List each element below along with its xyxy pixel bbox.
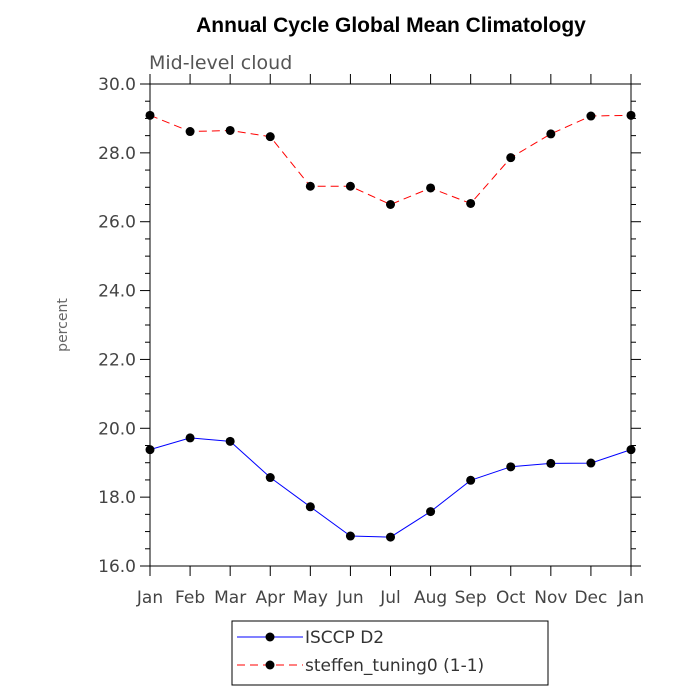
data-point-series-1: [345, 181, 355, 191]
y-tick-label: 30.0: [98, 75, 136, 95]
x-tick-label: Sep: [455, 588, 487, 608]
data-point-series-1: [225, 125, 235, 135]
y-tick-label: 22.0: [98, 350, 136, 370]
x-tick-label: Jun: [336, 588, 364, 608]
data-point-series-0: [145, 445, 155, 455]
data-point-series-0: [626, 445, 636, 455]
y-tick-label: 20.0: [98, 419, 136, 439]
data-point-series-1: [626, 110, 636, 120]
data-point-series-1: [506, 153, 516, 163]
legend-marker-steffen: [265, 660, 275, 670]
legend-box: [231, 620, 549, 686]
x-tick-label: Jan: [136, 588, 163, 608]
legend-label-steffen: steffen_tuning0 (1-1): [305, 656, 484, 676]
data-point-series-0: [345, 531, 355, 541]
x-tick-label: May: [293, 588, 328, 608]
x-tick-label: Mar: [214, 588, 246, 608]
chart-subtitle: Mid-level cloud: [149, 52, 292, 74]
x-tick-label: Aug: [414, 588, 447, 608]
y-tick-label: 24.0: [98, 282, 136, 302]
data-point-series-0: [546, 458, 556, 468]
data-point-series-0: [466, 475, 476, 485]
data-point-series-0: [265, 473, 275, 483]
y-tick-label: 16.0: [98, 557, 136, 577]
data-point-series-1: [466, 198, 476, 208]
series-line-0: [149, 437, 632, 538]
data-point-series-1: [586, 111, 596, 121]
x-tick-label: Oct: [496, 588, 526, 608]
x-tick-label: Nov: [534, 588, 567, 608]
legend-label-isccp: ISCCP D2: [305, 628, 384, 648]
data-point-series-1: [145, 110, 155, 120]
legend-marker-isccp: [265, 632, 275, 642]
data-point-series-0: [185, 433, 195, 443]
x-tick-label: Jan: [617, 588, 644, 608]
x-tick-label: Apr: [256, 588, 285, 608]
data-point-series-0: [506, 462, 516, 472]
plot-frame: [149, 83, 632, 567]
data-point-series-1: [386, 200, 395, 209]
data-point-series-0: [225, 436, 235, 446]
series-layer: [145, 110, 636, 542]
data-point-series-1: [305, 181, 315, 191]
data-point-series-1: [265, 132, 275, 142]
data-point-series-1: [546, 129, 556, 139]
data-point-series-1: [185, 127, 195, 137]
data-point-series-0: [386, 532, 395, 542]
chart-title: Annual Cycle Global Mean Climatology: [196, 14, 586, 37]
x-tick-label: Feb: [175, 588, 205, 608]
y-axis-label: percent: [55, 298, 71, 352]
data-point-series-1: [426, 183, 436, 193]
series-line-1: [149, 114, 632, 206]
y-tick-label: 28.0: [98, 144, 136, 164]
x-tick-label: Dec: [574, 588, 607, 608]
y-tick-label: 18.0: [98, 488, 136, 508]
y-tick-label: 26.0: [98, 213, 136, 233]
x-tick-label: Jul: [379, 588, 401, 608]
data-point-series-0: [586, 458, 596, 468]
axes: 16.0 18.0 20.0 22.0 24.0 26.0 28.0 30.0 Jan Feb Ma…: [98, 74, 644, 608]
data-point-series-0: [426, 507, 436, 517]
data-point-series-0: [305, 502, 315, 512]
